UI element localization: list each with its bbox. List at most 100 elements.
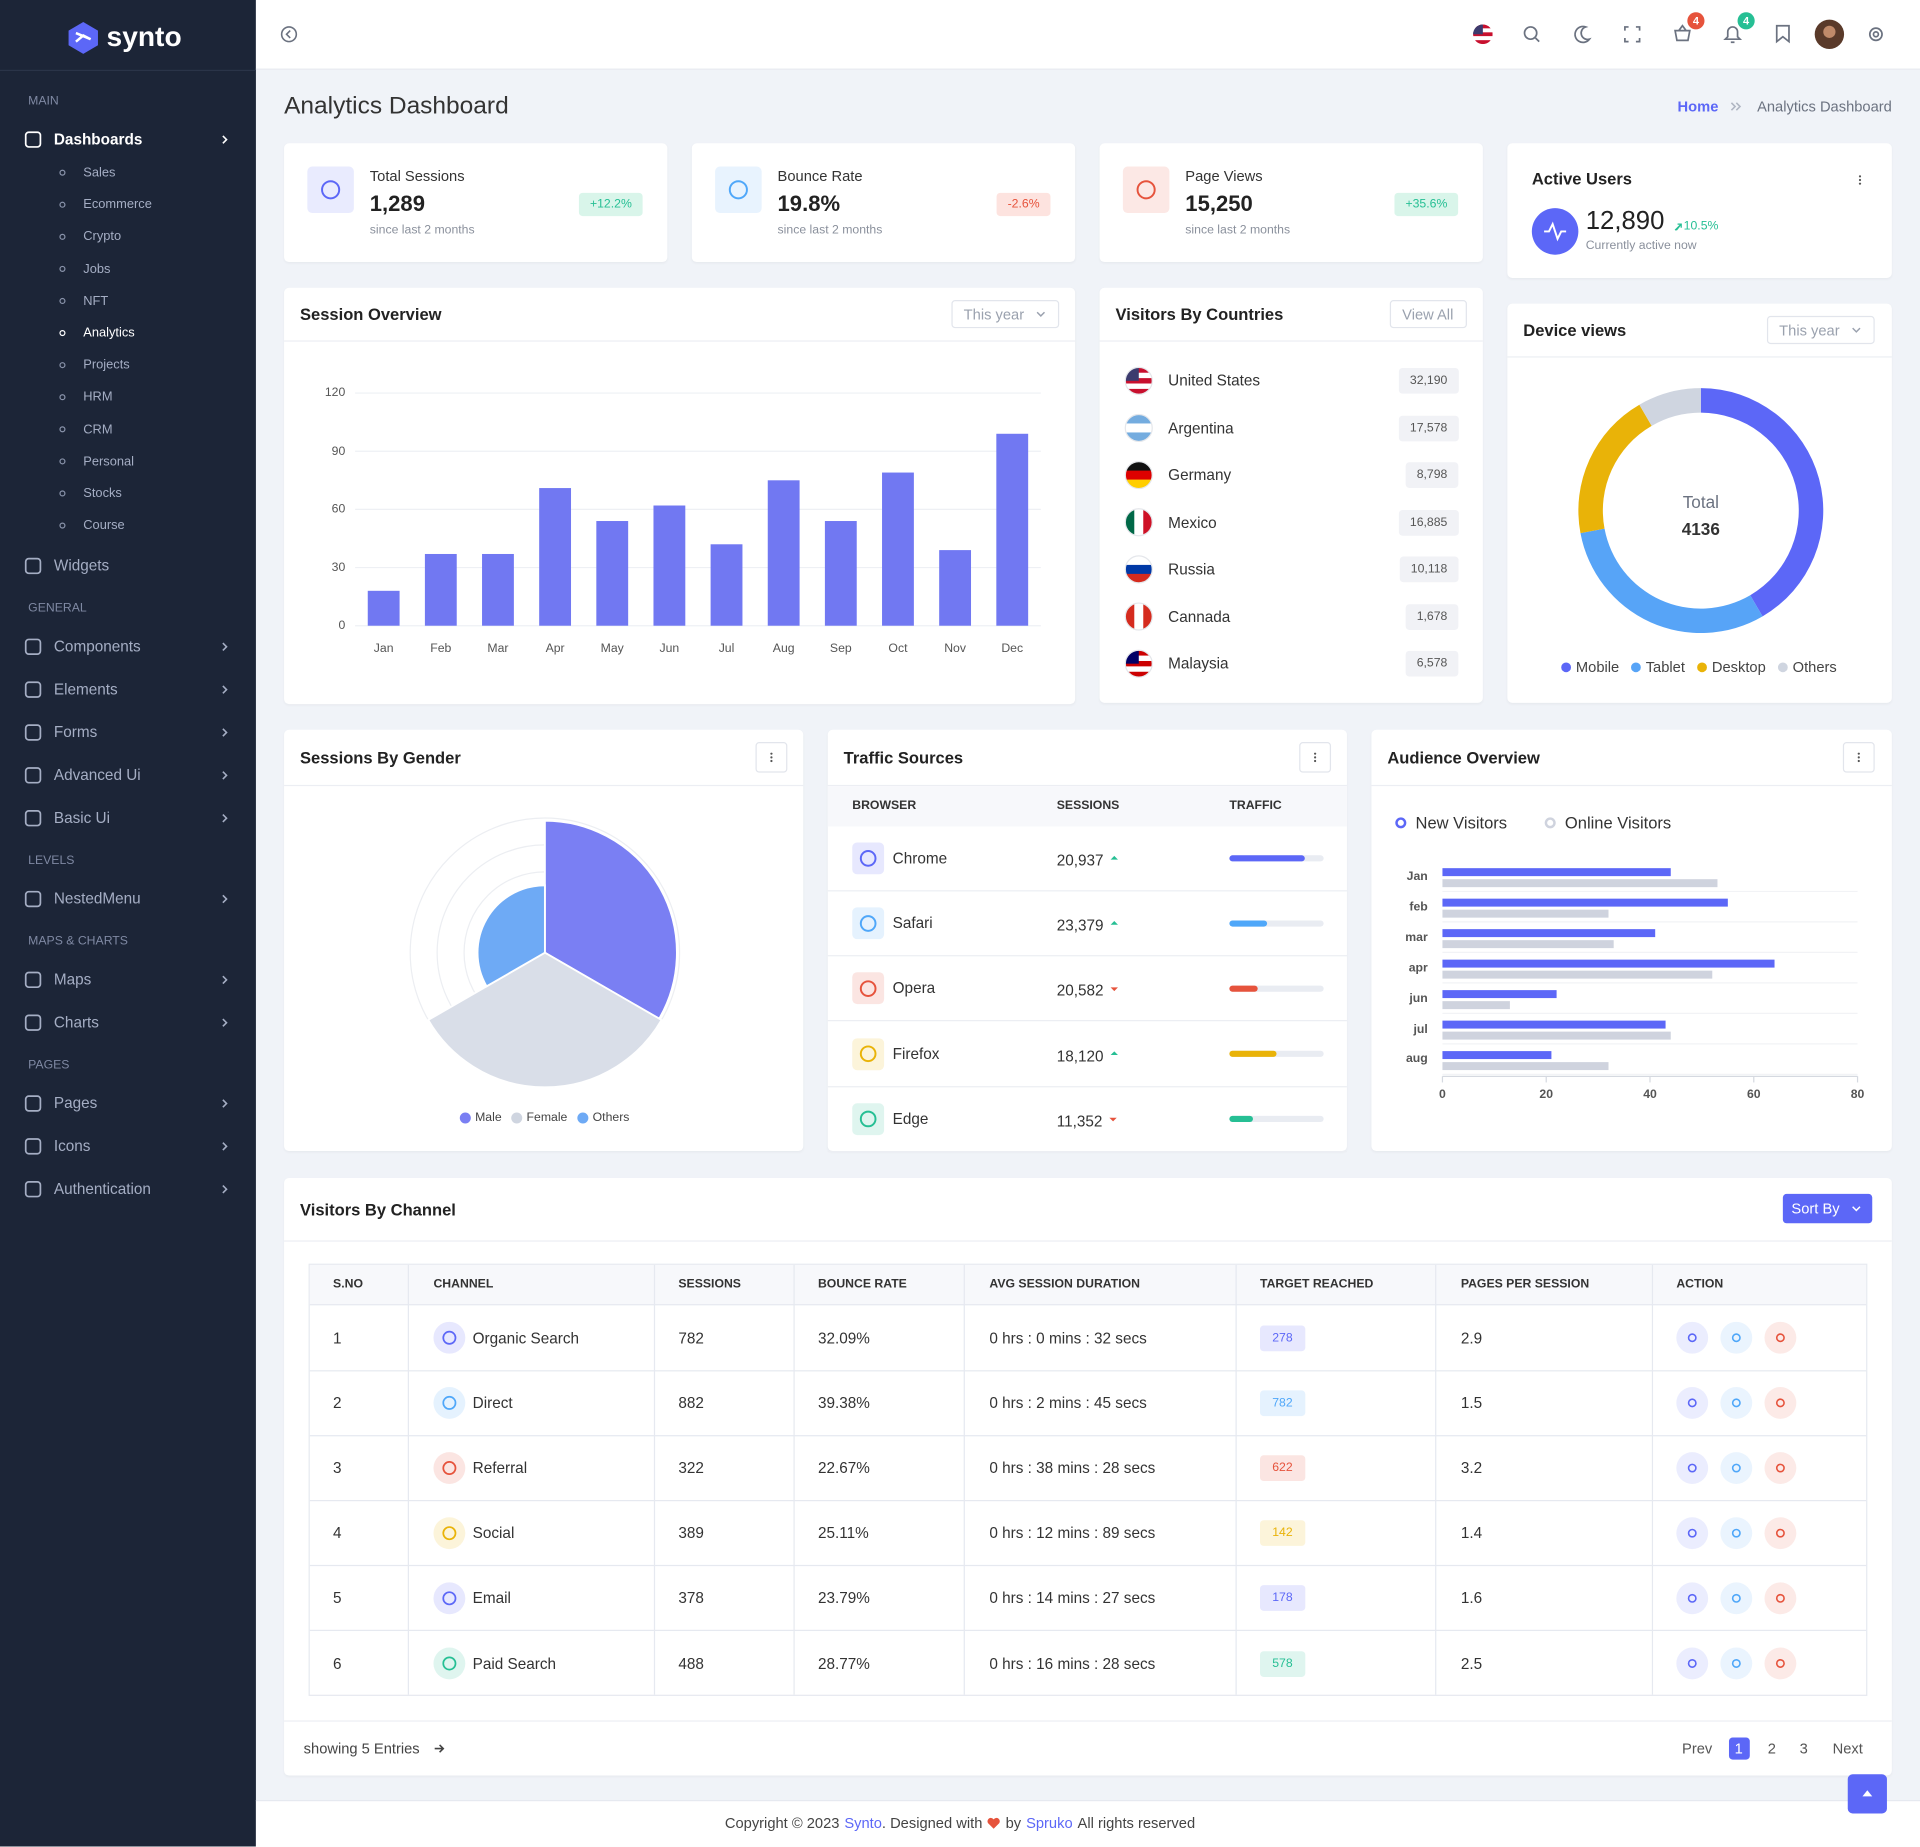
submenu-item[interactable]: Course bbox=[83, 518, 125, 533]
button[interactable] bbox=[1389, 300, 1467, 329]
footer-link[interactable]: Synto bbox=[844, 1814, 882, 1832]
page-link[interactable]: 3 bbox=[1799, 1740, 1808, 1758]
submenu-item[interactable]: Analytics bbox=[83, 325, 135, 341]
submenu-item[interactable]: CRM bbox=[83, 421, 113, 437]
menu-button[interactable] bbox=[755, 742, 788, 773]
button-label[interactable]: View All bbox=[1402, 305, 1454, 323]
menu-item[interactable]: Maps bbox=[53, 971, 92, 989]
cell: 6 bbox=[333, 1654, 342, 1673]
country-name: Russia bbox=[1168, 560, 1215, 578]
delete-glyph bbox=[1775, 1333, 1785, 1343]
polar-slice bbox=[476, 884, 546, 988]
row-divider bbox=[309, 1434, 1867, 1436]
bar bbox=[1442, 898, 1728, 907]
edit-glyph bbox=[1731, 1659, 1741, 1668]
sidebar bbox=[0, 0, 256, 1847]
menu-item[interactable]: Components bbox=[53, 638, 141, 656]
channel-glyph bbox=[442, 1656, 457, 1671]
page-link[interactable]: Prev bbox=[1682, 1740, 1713, 1758]
x-tick-label: Oct bbox=[888, 642, 908, 656]
page-link[interactable]: 1 bbox=[1734, 1740, 1743, 1758]
dot bbox=[1857, 759, 1860, 763]
menu-item[interactable]: Charts bbox=[53, 1014, 99, 1032]
view-glyph bbox=[1687, 1593, 1697, 1603]
legend-label: Others bbox=[1792, 658, 1837, 676]
arrow-up bbox=[1674, 223, 1682, 231]
menu-item[interactable]: Widgets bbox=[53, 557, 110, 575]
x-tick-label: Jun bbox=[659, 642, 680, 656]
submenu-item[interactable]: Personal bbox=[83, 454, 135, 469]
column-header: TARGET REACHED bbox=[1260, 1277, 1374, 1292]
page-link[interactable]: Next bbox=[1832, 1740, 1863, 1758]
dot bbox=[1314, 752, 1317, 755]
footer-link[interactable]: Spruko bbox=[1026, 1814, 1073, 1832]
menu-button[interactable] bbox=[1842, 742, 1875, 773]
menu-item[interactable]: Advanced Ui bbox=[53, 766, 141, 784]
divider bbox=[1099, 340, 1483, 342]
card-title: Visitors By Channel bbox=[300, 1200, 456, 1219]
dropdown-label[interactable]: This year bbox=[963, 305, 1025, 323]
menu-item[interactable]: Authentication bbox=[53, 1180, 151, 1198]
stat-icon bbox=[1122, 166, 1170, 214]
button-label[interactable]: Sort By bbox=[1791, 1200, 1840, 1218]
submenu-item[interactable]: Sales bbox=[83, 165, 116, 180]
table bbox=[308, 1263, 1868, 1696]
cell: 0 hrs : 2 mins : 45 secs bbox=[989, 1394, 1147, 1412]
menu-item[interactable]: Basic Ui bbox=[53, 809, 111, 827]
submenu-item[interactable]: Crypto bbox=[83, 229, 122, 245]
cell: 39.38% bbox=[817, 1394, 870, 1412]
browser-icon bbox=[852, 1103, 885, 1135]
logo-icon bbox=[68, 22, 98, 54]
dot bbox=[1858, 182, 1862, 185]
menu-item[interactable]: Elements bbox=[53, 681, 118, 699]
channel-glyph bbox=[442, 1591, 457, 1606]
table-header bbox=[309, 1264, 1867, 1306]
delete-button bbox=[1764, 1386, 1797, 1419]
submenu-item[interactable]: Stocks bbox=[83, 486, 122, 501]
submenu-item[interactable]: HRM bbox=[83, 389, 113, 405]
pulse bbox=[1544, 221, 1567, 242]
submenu-item[interactable]: NFT bbox=[83, 293, 109, 309]
menu-item[interactable]: Icons bbox=[53, 1137, 91, 1155]
submenu-item[interactable]: Jobs bbox=[83, 261, 111, 277]
menu-item[interactable]: Pages bbox=[53, 1094, 98, 1113]
breadcrumb[interactable]: Home bbox=[1677, 97, 1719, 116]
cell: 1.6 bbox=[1460, 1589, 1483, 1607]
menu-item[interactable]: Dashboards bbox=[53, 131, 143, 149]
donut-slice bbox=[1578, 404, 1652, 534]
column-header: TRAFFIC bbox=[1229, 798, 1282, 813]
page-title: Analytics Dashboard bbox=[284, 92, 509, 120]
flag-stripe bbox=[1134, 508, 1144, 536]
menu-item[interactable]: Forms bbox=[53, 723, 98, 742]
legend-label: Desktop bbox=[1711, 658, 1766, 676]
submenu-item[interactable]: Projects bbox=[83, 357, 130, 373]
dropdown[interactable] bbox=[1766, 315, 1875, 345]
bar bbox=[1442, 909, 1609, 918]
view-button bbox=[1676, 1582, 1709, 1615]
legend-label: Male bbox=[475, 1111, 502, 1125]
country-value: 32,190 bbox=[1398, 367, 1459, 394]
chevron bbox=[222, 728, 228, 737]
channel-icon bbox=[433, 1647, 466, 1680]
legend-label[interactable]: New Visitors bbox=[1415, 813, 1508, 833]
chevron-down bbox=[1852, 1206, 1861, 1212]
menu-icon bbox=[24, 890, 42, 908]
trend-down bbox=[1110, 987, 1118, 992]
dropdown-label[interactable]: This year bbox=[1779, 321, 1840, 339]
dropdown[interactable] bbox=[951, 300, 1060, 329]
search-icon bbox=[1534, 37, 1540, 43]
menu-item[interactable]: NestedMenu bbox=[53, 890, 141, 908]
bar bbox=[996, 433, 1029, 626]
menu-icon bbox=[24, 1138, 42, 1155]
edit-glyph bbox=[1731, 1463, 1741, 1473]
menu-button[interactable] bbox=[1299, 742, 1332, 773]
legend-label[interactable]: Online Visitors bbox=[1564, 813, 1672, 833]
flag-ring bbox=[1124, 602, 1153, 631]
bullet bbox=[59, 522, 66, 529]
column-header: AVG SESSION DURATION bbox=[989, 1277, 1140, 1292]
target-badge: 578 bbox=[1260, 1650, 1305, 1677]
page-link[interactable]: 2 bbox=[1767, 1740, 1776, 1758]
fullscreen-icon bbox=[1624, 26, 1641, 43]
submenu-item[interactable]: Ecommerce bbox=[83, 197, 152, 213]
